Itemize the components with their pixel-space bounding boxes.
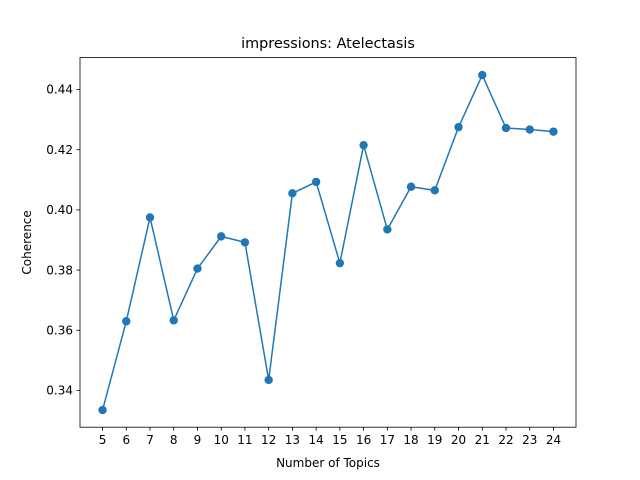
series-line: [101, 74, 554, 411]
data-point: [478, 70, 487, 80]
x-tick-label: 15: [332, 433, 347, 447]
y-tick-label: 0.38: [46, 263, 73, 277]
x-tick-label: 6: [122, 433, 130, 447]
x-tick-label: 23: [522, 433, 537, 447]
data-point: [217, 232, 226, 241]
data-point: [240, 238, 250, 247]
data-point: [145, 213, 155, 222]
data-point: [454, 122, 463, 132]
data-point: [501, 123, 511, 133]
x-tick-label: 14: [308, 433, 323, 447]
data-point: [264, 375, 273, 385]
x-tick-label: 20: [451, 433, 466, 447]
x-tick-label: 22: [498, 433, 513, 447]
x-tick-label: 9: [194, 433, 202, 447]
y-tick-label: 0.40: [46, 203, 73, 217]
y-tick-label: 0.44: [46, 83, 73, 97]
x-tick-label: 17: [380, 433, 395, 447]
data-point: [169, 316, 178, 325]
y-axis-title: Coherence: [20, 210, 34, 274]
x-tick-label: 10: [214, 433, 229, 447]
x-tick-label: 16: [356, 433, 371, 447]
x-axis-ticks: 5 6 7 8 9 10 11 12 13 14 15 16 17 18 19 20 21 22 23 24: [99, 427, 561, 447]
data-point: [430, 186, 439, 195]
plot-frame: [79, 57, 577, 428]
y-tick-label: 0.34: [46, 384, 73, 398]
x-tick-label: 21: [475, 433, 490, 447]
y-tick-label: 0.42: [46, 143, 73, 157]
x-tick-label: 7: [146, 433, 154, 447]
x-axis-title: Number of Topics: [276, 456, 380, 470]
data-point: [98, 405, 107, 415]
x-tick-label: 11: [237, 433, 252, 447]
x-tick-label: 24: [546, 433, 561, 447]
data-point: [549, 127, 558, 136]
chart-title: impressions: Atelectasis: [241, 36, 415, 52]
y-tick-label: 0.36: [46, 323, 73, 337]
data-point: [122, 317, 131, 326]
data-point: [288, 189, 297, 198]
x-tick-label: 8: [170, 433, 178, 447]
data-point: [525, 125, 534, 134]
x-tick-label: 19: [427, 433, 442, 447]
data-point: [193, 264, 202, 273]
x-tick-label: 13: [285, 433, 300, 447]
x-tick-label: 18: [403, 433, 418, 447]
data-point: [335, 258, 345, 268]
data-point: [359, 140, 368, 150]
data-point: [406, 182, 416, 191]
x-tick-label: 12: [261, 433, 276, 447]
y-axis-ticks: 0.34 0.36 0.38 0.40 0.42 0.44: [46, 83, 80, 398]
data-point: [311, 177, 321, 187]
data-point: [383, 225, 392, 234]
x-tick-label: 5: [99, 433, 107, 447]
plot-series: [98, 70, 558, 415]
